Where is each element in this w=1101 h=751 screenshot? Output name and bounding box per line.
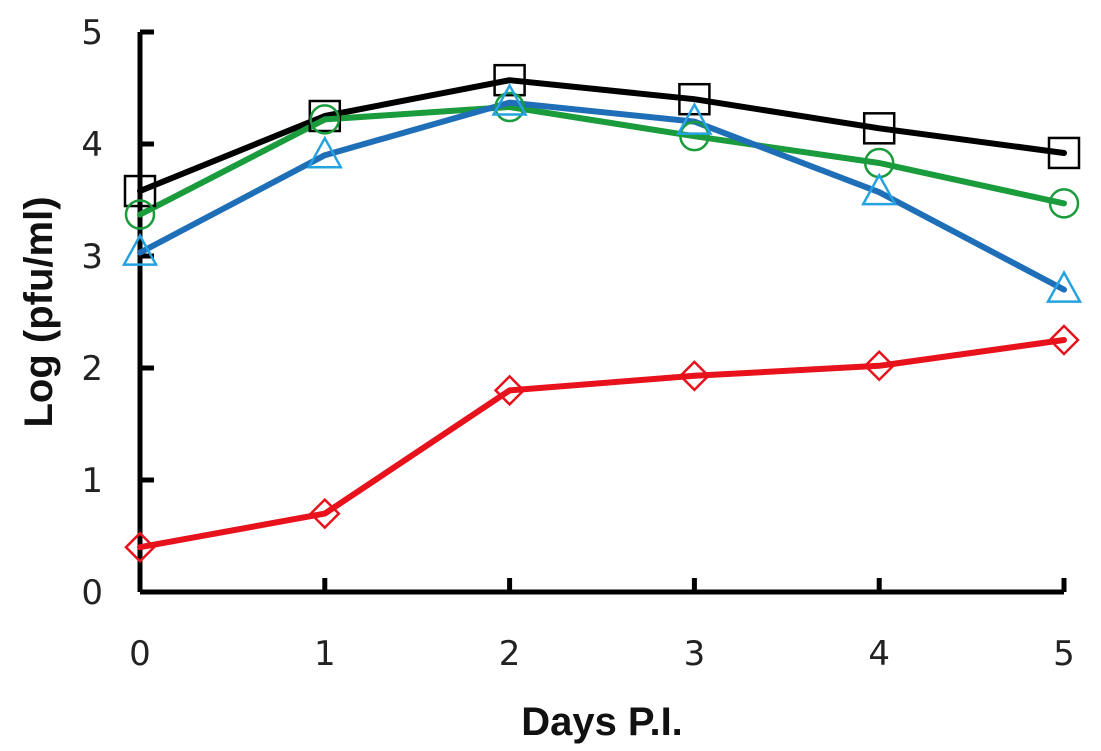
series-1-point-5: [1048, 188, 1080, 219]
series-0-point-0: [123, 174, 157, 208]
series-2-point-1: [306, 135, 343, 169]
series-3-line: [137, 337, 1067, 551]
x-tick-label: 5: [1053, 634, 1075, 674]
series-0-point-3: [678, 82, 711, 116]
y-tick-label: 5: [81, 13, 103, 53]
series-1-point-0: [124, 199, 156, 230]
series-0-point-4: [862, 112, 896, 145]
x-tick-label: 0: [129, 634, 151, 674]
series-0-point-5: [1047, 136, 1081, 170]
series-lines: [137, 77, 1067, 551]
y-tick-label: 0: [81, 573, 103, 613]
y-tick-label: 1: [81, 461, 103, 501]
y-tick-label: 4: [81, 125, 103, 165]
x-tick-label: 4: [868, 634, 890, 674]
series-3-point-5: [1048, 324, 1080, 356]
x-axis-title: Days P.I.: [521, 700, 683, 744]
series-3-point-2: [493, 374, 526, 407]
series-0-point-2: [493, 63, 526, 97]
series-1-point-1: [309, 104, 341, 135]
x-tick-label: 3: [684, 634, 706, 674]
series-2-point-5: [1045, 270, 1083, 303]
tick-marks: [137, 29, 1067, 595]
series-3-point-1: [309, 497, 341, 530]
series-1-point-3: [679, 120, 710, 152]
series-3-point-4: [863, 349, 895, 382]
y-tick-label: 2: [81, 349, 103, 389]
series-0-point-1: [308, 99, 342, 133]
series-2-point-4: [861, 172, 898, 206]
series-3-point-3: [678, 360, 711, 392]
axes: [137, 32, 1064, 595]
series-0-line: [137, 77, 1067, 194]
y-tick-label: 3: [81, 237, 103, 277]
series-3-point-0: [124, 531, 156, 563]
series-2-point-2: [491, 82, 528, 116]
tick-labels: 0 1 2 3 4 5 0 1 2 3 4 5: [81, 13, 1074, 674]
x-tick-label: 2: [499, 634, 521, 674]
series-1-line: [137, 104, 1067, 218]
series-2-point-0: [121, 233, 159, 266]
series-1-point-2: [494, 91, 525, 123]
series-markers: [121, 63, 1083, 563]
series-2-line: [137, 99, 1067, 293]
y-axis-title: Log (pfu/ml): [17, 196, 61, 427]
x-tick-label: 1: [314, 634, 336, 674]
series-2-point-3: [676, 102, 713, 135]
